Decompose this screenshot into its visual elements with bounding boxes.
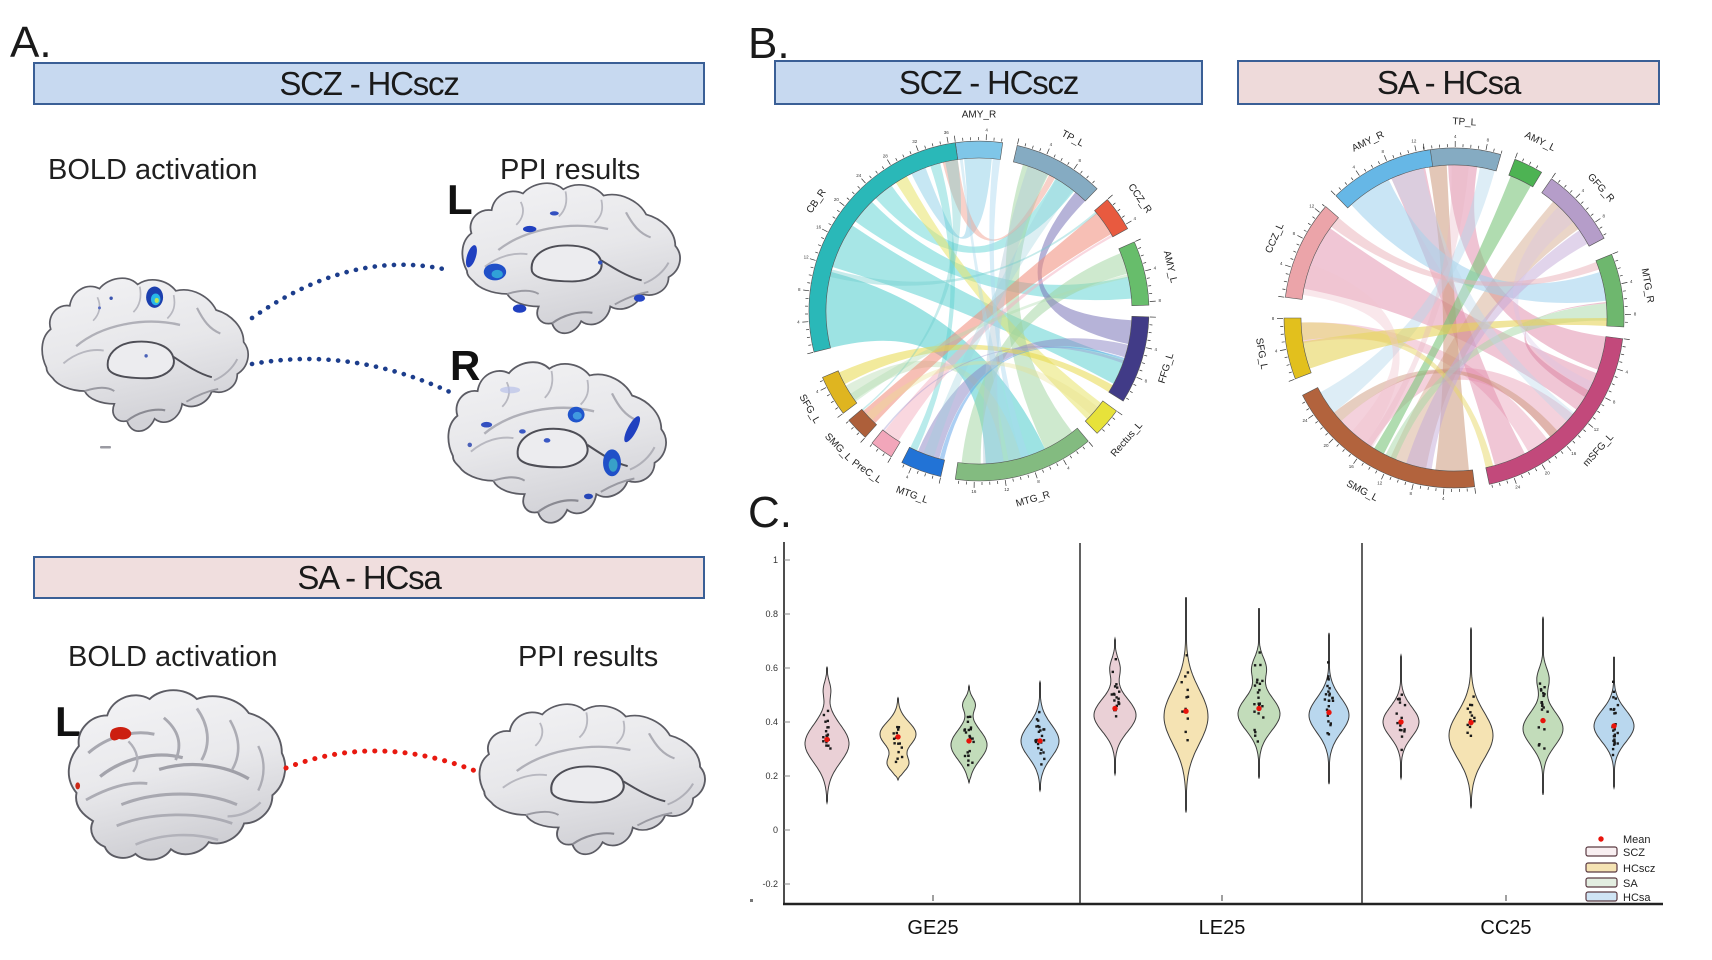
svg-text:HCscz: HCscz: [1623, 863, 1655, 875]
svg-text:4: 4: [1353, 164, 1356, 169]
svg-text:8: 8: [1602, 213, 1605, 218]
svg-text:4: 4: [1275, 348, 1278, 353]
svg-text:4: 4: [1442, 496, 1445, 501]
svg-text:8: 8: [1145, 378, 1148, 383]
svg-text:4: 4: [1050, 142, 1053, 147]
svg-text:TP_L: TP_L: [1452, 116, 1477, 128]
svg-text:16: 16: [971, 489, 977, 494]
svg-text:8: 8: [1272, 316, 1275, 321]
svg-text:SFG_L: SFG_L: [1253, 337, 1269, 371]
svg-text:SMG_L: SMG_L: [822, 431, 854, 463]
svg-text:4: 4: [1625, 369, 1628, 374]
svg-text:0.4: 0.4: [765, 717, 778, 727]
svg-text:12: 12: [1411, 139, 1417, 144]
svg-text:8: 8: [1381, 149, 1384, 154]
svg-text:mSFG_L: mSFG_L: [1581, 432, 1616, 469]
svg-text:CCZ_R: CCZ_R: [1125, 182, 1153, 216]
svg-text:4: 4: [1454, 134, 1457, 139]
svg-text:LE25: LE25: [1199, 917, 1246, 939]
svg-text:4: 4: [1582, 188, 1585, 193]
svg-text:0.8: 0.8: [765, 609, 778, 619]
svg-text:Rectus_L: Rectus_L: [1109, 420, 1145, 459]
svg-text:16: 16: [1571, 451, 1577, 456]
svg-text:8: 8: [1293, 231, 1296, 236]
svg-text:MTG_R: MTG_R: [1639, 268, 1656, 304]
svg-text:12: 12: [1004, 487, 1010, 492]
svg-text:GFG_R: GFG_R: [1585, 172, 1616, 205]
svg-text:28: 28: [883, 153, 889, 158]
svg-text:24: 24: [1515, 485, 1521, 490]
svg-text:FFG_L: FFG_L: [1157, 351, 1177, 384]
svg-text:8: 8: [1410, 491, 1413, 496]
svg-text:4: 4: [1154, 266, 1157, 271]
svg-text:8: 8: [1634, 311, 1637, 316]
svg-text:8: 8: [1158, 298, 1161, 303]
svg-text:20: 20: [1545, 470, 1551, 475]
svg-text:TP_L: TP_L: [1059, 128, 1086, 149]
svg-text:8: 8: [1613, 400, 1616, 405]
svg-text:SFG_L: SFG_L: [796, 393, 822, 426]
svg-text:0.2: 0.2: [765, 771, 778, 781]
svg-text:1: 1: [773, 555, 778, 565]
svg-text:4: 4: [906, 474, 909, 479]
svg-text:16: 16: [816, 224, 822, 229]
svg-text:8: 8: [798, 287, 801, 292]
svg-text:Mean: Mean: [1623, 834, 1651, 846]
svg-text:MTG_L: MTG_L: [894, 484, 930, 506]
svg-text:4: 4: [816, 389, 819, 394]
svg-text:20: 20: [1323, 443, 1329, 448]
svg-text:PreC_L: PreC_L: [849, 457, 883, 486]
svg-text:HCsa: HCsa: [1623, 892, 1651, 904]
svg-text:4: 4: [1630, 279, 1633, 284]
svg-text:AMY_L: AMY_L: [1161, 250, 1179, 285]
svg-text:8: 8: [1037, 479, 1040, 484]
svg-text:8: 8: [1078, 158, 1081, 163]
svg-text:4: 4: [1280, 261, 1283, 266]
svg-text:MTG_R: MTG_R: [1015, 489, 1052, 509]
svg-text:32: 32: [912, 139, 918, 144]
svg-text:12: 12: [804, 255, 810, 260]
svg-text:SMG_L: SMG_L: [1344, 478, 1379, 504]
svg-text:SA: SA: [1623, 878, 1638, 890]
svg-text:CC25: CC25: [1480, 917, 1531, 939]
svg-text:8: 8: [1487, 137, 1490, 142]
svg-text:CCZ_L: CCZ_L: [1264, 221, 1287, 255]
svg-text:SCZ: SCZ: [1623, 847, 1645, 859]
svg-text:36: 36: [944, 130, 950, 135]
svg-text:4: 4: [1155, 347, 1158, 352]
svg-text:24: 24: [856, 173, 862, 178]
svg-text:GE25: GE25: [907, 917, 958, 939]
svg-text:16: 16: [1349, 464, 1355, 469]
svg-text:4: 4: [1067, 466, 1070, 471]
svg-text:0: 0: [773, 825, 778, 835]
svg-text:12: 12: [1377, 480, 1383, 485]
svg-text:12: 12: [1309, 203, 1315, 208]
svg-text:0.6: 0.6: [765, 663, 778, 673]
svg-text:4: 4: [797, 320, 800, 325]
svg-text:20: 20: [834, 197, 840, 202]
svg-text:AMY_R: AMY_R: [962, 110, 996, 121]
svg-text:12: 12: [1594, 427, 1600, 432]
svg-text:4: 4: [985, 127, 988, 132]
svg-text:-0.2: -0.2: [762, 879, 778, 889]
svg-text:4: 4: [1134, 216, 1137, 221]
svg-text:24: 24: [1302, 418, 1308, 423]
svg-text:CB_R: CB_R: [805, 187, 829, 215]
svg-text:AMY_L: AMY_L: [1523, 130, 1558, 154]
